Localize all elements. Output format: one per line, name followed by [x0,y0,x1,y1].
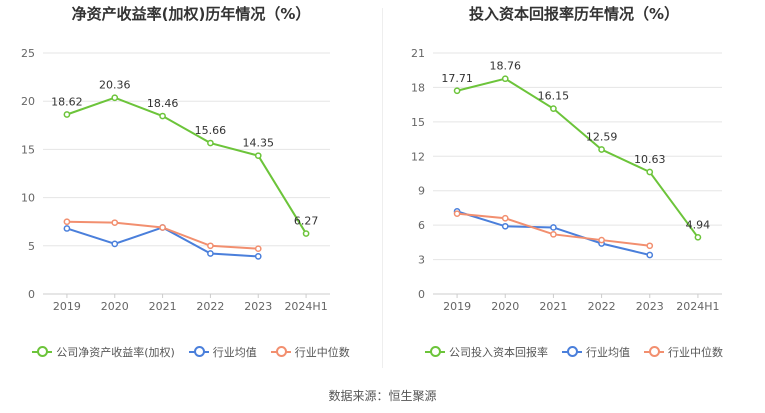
legend-item-industry-median[interactable]: 行业中位数 [644,344,723,360]
data-point-industry_median [207,242,214,250]
y-tick-label: 5 [28,240,35,253]
legend-label-company: 公司投入资本回报率 [449,346,548,359]
data-point-industry_avg [111,240,119,248]
x-tick-label: 2023 [636,300,664,313]
data-point-industry_median [453,210,461,218]
data-point-industry_median [254,245,262,253]
data-point-industry_avg [550,224,557,231]
data-point-industry_median [598,236,605,244]
chart-title: 投入资本回报率历年情况（%） [468,5,680,23]
y-tick-label: 25 [21,47,35,60]
data-point-company [159,112,166,120]
y-tick-label: 15 [21,143,35,156]
y-tick-label: 21 [411,47,425,60]
x-tick-label: 2024H1 [676,300,719,313]
data-point-company [550,105,557,113]
legend-line-company-icon [425,346,445,357]
data-source-note: 数据来源：恒生聚源 [328,389,437,403]
roic-chart-panel: 投入资本回报率历年情况（%） 0 3 6 9 12 15 18 21 2019 2020 2021 2… [383,0,765,375]
legend-label-industry-avg: 行业均值 [212,346,257,359]
legend-label-industry-avg: 行业均值 [586,346,630,359]
legend-item-industry-median[interactable]: 行业中位数 [270,344,350,360]
x-tick-label: 2019 [443,300,471,313]
data-label: 10.63 [634,153,666,166]
y-tick-label: 3 [418,254,425,267]
x-tick-label: 2020 [491,300,519,313]
x-tick-label: 2023 [244,300,272,313]
data-label: 18.46 [147,97,179,110]
legend-label-industry-median: 行业中位数 [294,346,350,359]
x-tick-label: 2022 [196,300,224,313]
panel-divider [382,8,383,368]
roe-chart-plot: 0 5 10 15 20 25 2019 2020 2021 2022 2023 2024H1 18.6… [21,47,330,313]
legend-item-industry-avg[interactable]: 行业均值 [562,344,630,360]
data-point-industry_median [646,242,654,250]
x-tick-label: 2022 [588,300,616,313]
data-label: 4.94 [686,218,711,231]
y-tick-label: 15 [411,116,425,129]
legend-label-industry-median: 行业中位数 [668,346,723,359]
chart-legend: 公司净资产收益率(加权) 行业均值 行业中位数 [0,344,382,360]
data-label: 6.27 [294,215,319,228]
legend-line-industry-median-icon [644,346,664,357]
data-point-company [453,87,461,95]
roe-chart-panel: 净资产收益率(加权)历年情况（%） 0 5 10 15 20 25 2019 2020 2021… [0,0,382,375]
legend-line-industry-median-icon [270,346,291,357]
x-tick-label: 2020 [101,300,129,313]
data-point-company [694,233,702,241]
y-tick-label: 10 [21,192,35,205]
data-label: 18.62 [51,96,83,109]
data-label: 17.71 [441,72,473,85]
data-point-industry_avg [646,251,654,259]
data-point-company [501,75,509,83]
y-tick-label: 0 [418,288,425,301]
data-point-industry_median [63,218,71,226]
data-point-company [63,111,71,118]
legend-line-industry-avg-icon [562,346,582,357]
x-tick-label: 2019 [53,300,81,313]
legend-item-company[interactable]: 公司净资产收益率(加权) [32,344,175,360]
data-point-company [598,146,605,153]
legend-item-company[interactable]: 公司投入资本回报率 [425,344,548,360]
data-point-industry_median [159,224,166,231]
y-tick-label: 20 [21,95,35,108]
legend-line-company-icon [32,346,53,357]
legend-line-industry-avg-icon [188,346,209,357]
chart-title: 净资产收益率(加权)历年情况（%） [71,5,311,23]
y-tick-label: 0 [28,288,35,301]
data-point-industry_median [550,230,557,238]
chart-legend: 公司投入资本回报率 行业均值 行业中位数 [383,344,765,360]
data-label: 15.66 [195,124,227,137]
x-tick-label: 2021 [539,300,567,313]
x-tick-label: 2024H1 [284,300,327,313]
y-tick-label: 18 [411,81,425,94]
roic-chart-plot: 0 3 6 9 12 15 18 21 2019 2020 2021 2022 2023 2024H1 17… [411,47,722,313]
series-line-industry_avg [66,226,259,258]
data-point-industry_avg [63,225,71,232]
data-point-company [646,168,654,176]
data-point-industry_avg [207,250,214,257]
data-label: 18.76 [490,60,522,73]
data-point-industry_median [111,219,119,227]
data-point-company [111,94,119,102]
data-label: 16.15 [538,90,570,103]
data-point-industry_median [501,214,509,222]
data-label: 14.35 [243,137,275,150]
legend-label-company: 公司净资产收益率(加权) [56,346,175,359]
data-point-industry_avg [254,253,262,260]
data-point-company [254,152,262,160]
legend-item-industry-avg[interactable]: 行业均值 [188,344,257,360]
series-line-company [66,96,307,235]
data-point-company [302,230,310,237]
data-point-industry_avg [501,222,509,230]
y-tick-label: 9 [418,185,425,198]
x-tick-label: 2021 [149,300,177,313]
y-tick-label: 12 [411,150,425,163]
data-point-company [207,139,214,147]
data-label: 12.59 [586,131,618,144]
series-line-company [456,77,699,238]
data-label: 20.36 [99,79,131,92]
y-tick-label: 6 [418,219,425,232]
